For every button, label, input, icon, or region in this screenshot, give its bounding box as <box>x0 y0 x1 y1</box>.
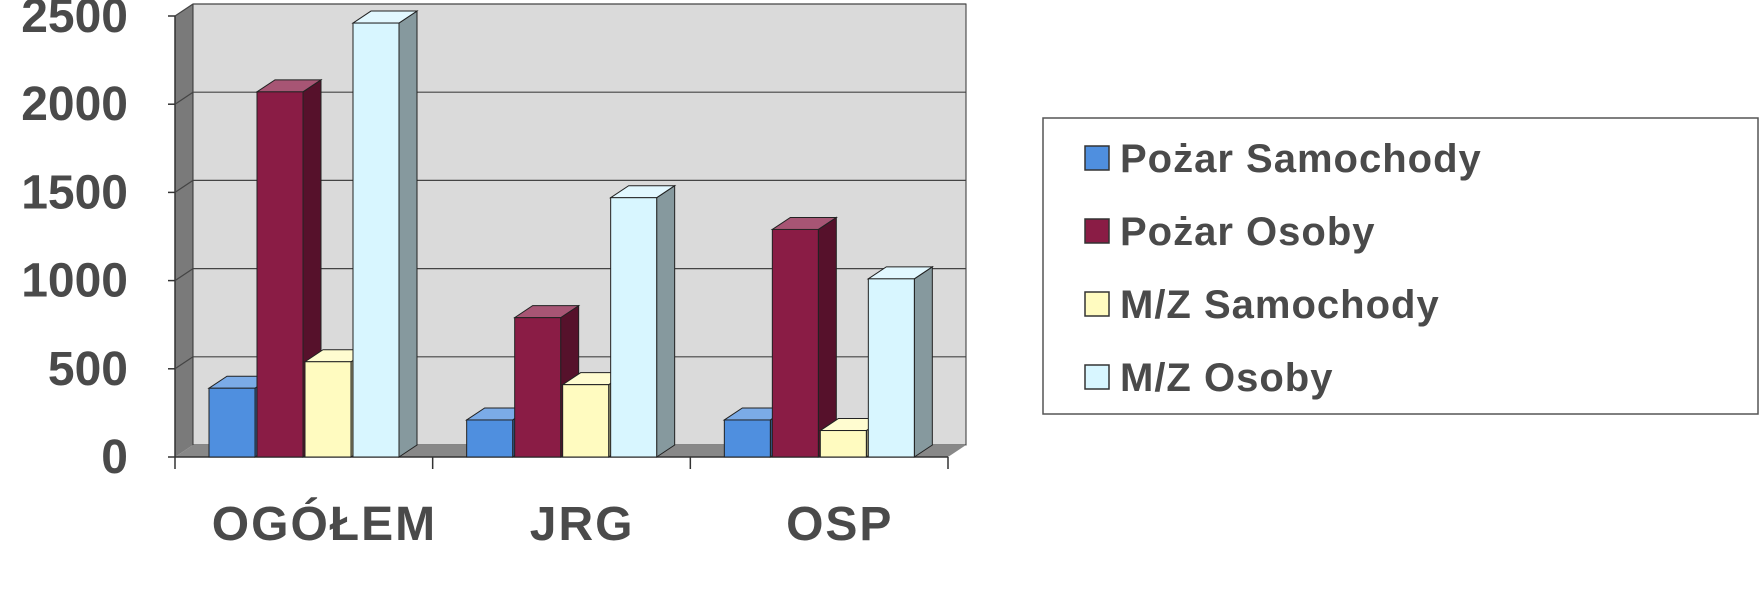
legend-label: Pożar Osoby <box>1120 210 1376 254</box>
y-axis-ticks: 0 500 1000 1500 2000 2500 <box>21 0 949 484</box>
bar-front <box>208 387 256 458</box>
bar-front <box>304 361 352 458</box>
y-tick-label: 0 <box>101 431 128 484</box>
y-tick-label: 2500 <box>21 0 128 43</box>
bar-front <box>610 197 658 458</box>
legend: Pożar Samochody Pożar Osoby M/Z Samochody M… <box>1042 117 1759 415</box>
bar <box>351 10 419 458</box>
legend-swatch <box>1084 145 1110 171</box>
legend-label: M/Z Samochody <box>1120 283 1440 327</box>
gridline-diag <box>174 3 194 17</box>
legend-swatch <box>1084 218 1110 244</box>
bar <box>866 265 934 458</box>
y-tick-label: 1000 <box>21 255 128 308</box>
bar-side <box>817 216 837 458</box>
bar-front <box>867 278 915 458</box>
bar-side <box>398 10 418 458</box>
legend-box <box>1042 117 1759 415</box>
y-tick-label: 500 <box>48 343 128 396</box>
gridline-diag <box>174 356 194 370</box>
legend-label: M/Z Osoby <box>1120 356 1333 400</box>
gridline-diag <box>174 268 194 282</box>
gridlines <box>174 3 966 370</box>
bar-front <box>256 91 304 458</box>
bar-front <box>562 384 610 458</box>
bar-side <box>656 184 676 458</box>
bars <box>207 10 934 458</box>
gridline-diag <box>174 179 194 193</box>
x-tick-label: OGÓŁEM <box>212 496 437 551</box>
bar-front <box>466 419 514 458</box>
x-tick-label: JRG <box>530 498 635 551</box>
side-wall <box>175 4 193 457</box>
bar-front <box>352 22 400 458</box>
bar-side <box>913 265 933 458</box>
legend-swatch <box>1084 291 1110 317</box>
y-tick-label: 2000 <box>21 78 128 131</box>
bar-front <box>514 317 562 458</box>
x-axis-labels: OGÓŁEM JRG OSP <box>212 496 893 551</box>
bar-front <box>819 430 867 458</box>
bar-front <box>771 228 819 458</box>
legend-label: Pożar Samochody <box>1120 137 1482 181</box>
y-tick-label: 1500 <box>21 166 128 219</box>
bar-front <box>723 419 771 458</box>
legend-swatch <box>1084 364 1110 390</box>
gridline-diag <box>174 91 194 105</box>
bar <box>770 216 838 458</box>
bar <box>609 184 677 458</box>
bar <box>255 78 323 458</box>
x-tick-label: OSP <box>786 498 893 551</box>
